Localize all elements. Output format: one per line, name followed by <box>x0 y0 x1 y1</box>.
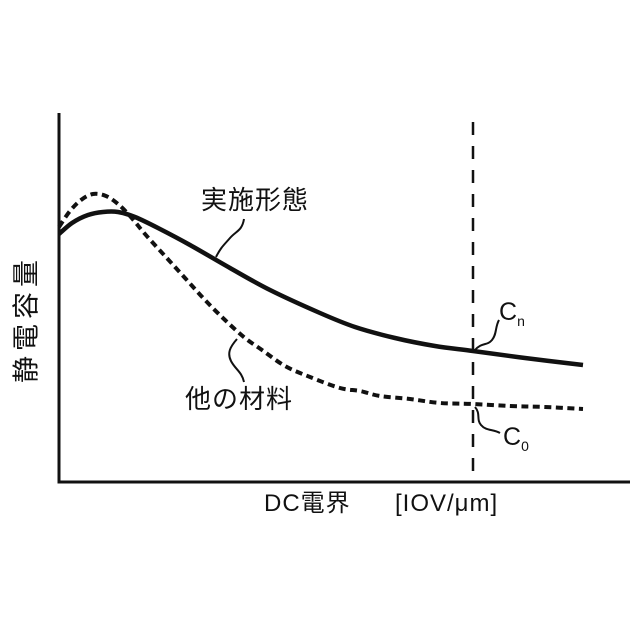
curve-other-material <box>57 191 584 411</box>
x-axis-label: DC電界 <box>264 490 351 517</box>
leader-line-other-material <box>228 338 245 383</box>
x-axis-unit-label: [IOV/μm] <box>395 490 499 517</box>
leader-line-cn <box>474 319 500 351</box>
y-axis-label: 静電容量 <box>11 255 42 383</box>
annotation-c0-base: C <box>503 423 522 451</box>
axes-lines <box>57 113 630 484</box>
leader-line-embodiment <box>215 218 245 258</box>
series-label-other-material: 他の材料 <box>185 384 294 414</box>
leader-line-c0 <box>474 406 501 434</box>
series-label-embodiment: 実施形態 <box>201 185 310 215</box>
annotation-cn-subscript: n <box>517 313 525 329</box>
annotation-cn-base: C <box>499 298 518 326</box>
annotation-c0-subscript: 0 <box>521 438 529 454</box>
annotation-c0: C0 <box>503 423 529 454</box>
annotation-cn: Cn <box>499 298 525 329</box>
curve-embodiment <box>57 209 584 368</box>
